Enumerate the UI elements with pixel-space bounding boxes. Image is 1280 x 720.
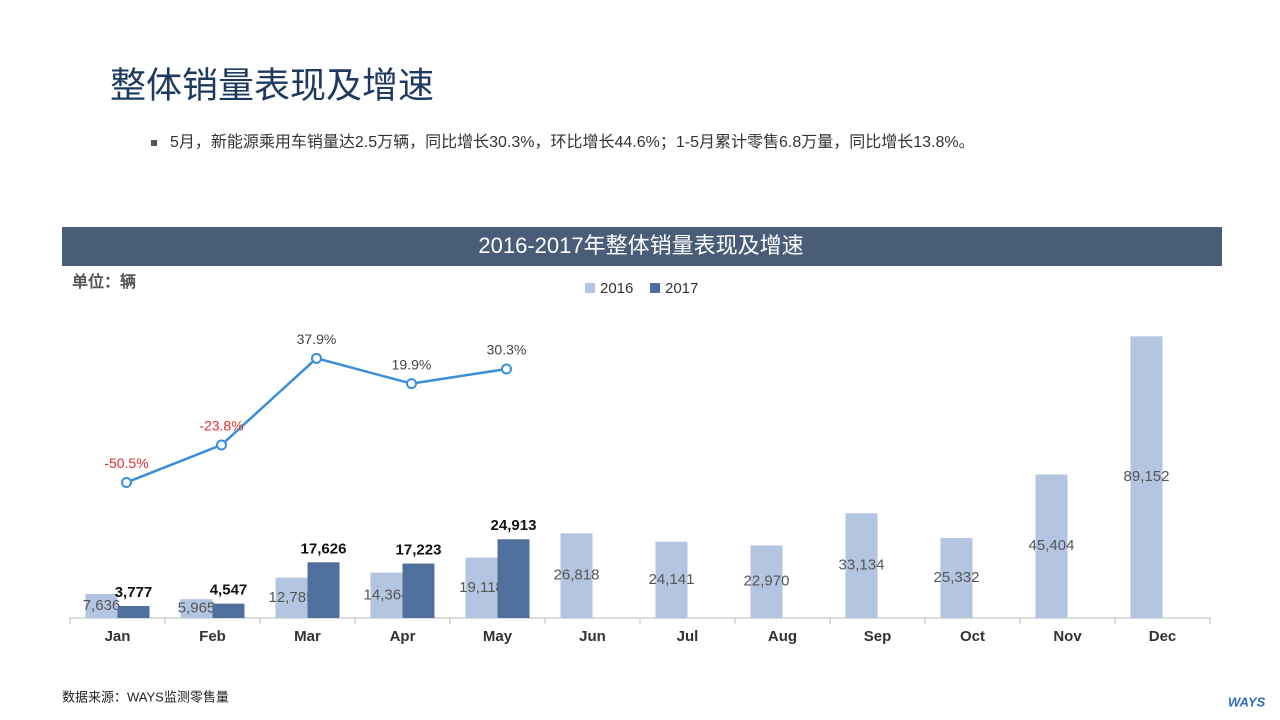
bar — [275, 577, 308, 618]
growth-line — [126, 356, 507, 484]
x-tick-label: Feb — [199, 628, 226, 645]
logo: WAYS — [1228, 694, 1266, 709]
bar — [180, 599, 213, 618]
bar-label: 33,134 — [839, 557, 885, 574]
bar — [370, 572, 403, 618]
growth-label: 37.9% — [297, 331, 337, 347]
bar-label: 12,785 — [269, 589, 315, 606]
bar-label: 26,818 — [554, 567, 600, 584]
x-tick-label: May — [483, 628, 513, 645]
legend-swatch — [585, 283, 595, 293]
bullet-dot — [151, 140, 157, 146]
chart-banner — [62, 227, 1222, 266]
bar — [85, 593, 118, 618]
bar — [465, 557, 498, 618]
x-tick-label: Oct — [960, 628, 985, 645]
bar-label: 4,547 — [210, 582, 248, 599]
bar — [117, 606, 150, 618]
source-note: 数据来源：WAYS监测零售量 — [62, 689, 229, 704]
bar — [560, 533, 593, 618]
legend-label: 2016 — [600, 280, 633, 297]
bar-label: 24,913 — [491, 517, 537, 534]
bar-label: 5,965 — [178, 600, 216, 617]
growth-marker — [311, 352, 322, 364]
x-tick-label: Jul — [677, 628, 699, 645]
slide-title: 整体销量表现及增速 — [110, 65, 434, 106]
bar — [845, 513, 878, 618]
bar-label: 14,364 — [364, 586, 410, 603]
growth-marker — [406, 378, 417, 390]
bar-label: 7,636 — [83, 597, 121, 614]
bar — [1035, 474, 1068, 618]
growth-marker — [501, 363, 512, 375]
bar-label: 3,777 — [115, 584, 153, 601]
x-tick-label: Aug — [768, 628, 797, 645]
bar-label: 45,404 — [1029, 537, 1075, 554]
growth-marker — [121, 476, 132, 488]
x-tick-label: Mar — [294, 628, 321, 645]
chart-title: 2016-2017年整体销量表现及增速 — [478, 233, 803, 258]
bar — [750, 545, 783, 618]
bar-label: 17,223 — [396, 542, 442, 559]
bullet-text: 5月，新能源乘用车销量达2.5万辆，同比增长30.3%，环比增长44.6%；1-… — [170, 133, 975, 151]
bar — [497, 539, 530, 618]
growth-marker — [216, 439, 227, 451]
bar — [402, 563, 435, 618]
legend-label: 2017 — [665, 280, 698, 297]
bar-label: 22,970 — [744, 573, 790, 590]
growth-label: -23.8% — [199, 418, 243, 434]
growth-label: -50.5% — [104, 455, 148, 471]
bar-label: 19,118 — [459, 579, 504, 596]
bar-label: 17,626 — [301, 540, 347, 557]
bar-label: 89,152 — [1124, 468, 1170, 485]
bar-label: 25,332 — [934, 569, 980, 586]
x-tick-label: Jun — [579, 628, 606, 645]
legend-swatch — [650, 283, 660, 293]
x-tick-label: Sep — [864, 628, 892, 645]
unit-label: 单位：辆 — [72, 272, 136, 291]
bar — [212, 603, 245, 618]
x-tick-label: Apr — [390, 628, 416, 645]
bar-label: 24,141 — [649, 571, 695, 588]
bar — [655, 541, 688, 618]
bar — [940, 537, 973, 618]
growth-label: 30.3% — [487, 342, 527, 358]
x-tick-label: Jan — [105, 628, 131, 645]
bar — [1130, 336, 1163, 618]
x-tick-label: Nov — [1053, 628, 1082, 645]
x-tick-label: Dec — [1149, 628, 1177, 645]
growth-label: 19.9% — [392, 356, 432, 372]
bar — [307, 562, 340, 618]
